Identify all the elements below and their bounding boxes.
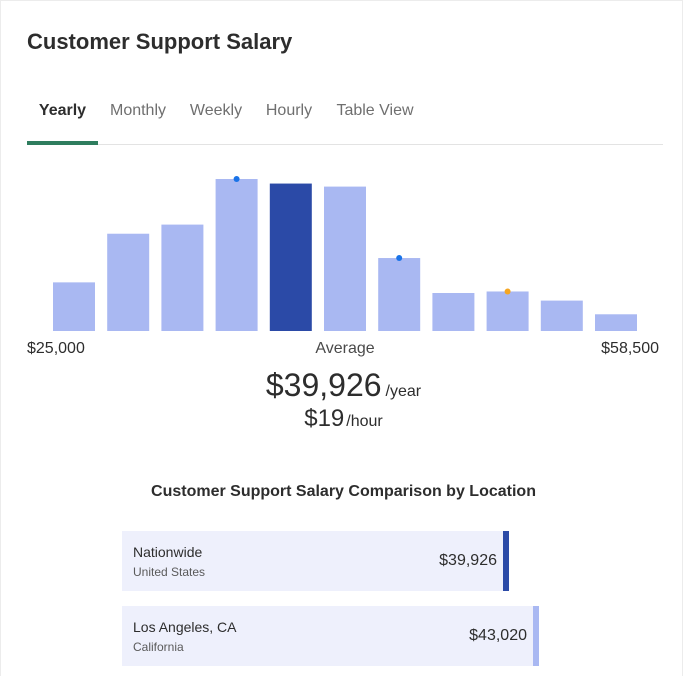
tab-hourly[interactable]: Hourly <box>263 97 315 144</box>
salary-histogram <box>53 176 637 331</box>
yearly-amount: $39,926 <box>265 367 382 403</box>
tab-monthly[interactable]: Monthly <box>107 97 169 144</box>
location-row-los-angeles: Los Angeles, CA California $43,020 <box>122 606 539 666</box>
hourly-unit: /hour <box>346 413 383 430</box>
histogram-bar <box>540 300 583 331</box>
histogram-bar <box>324 186 366 331</box>
tab-weekly-label: Weekly <box>189 102 243 119</box>
tab-monthly-label: Monthly <box>109 102 167 119</box>
tab-hourly-label: Hourly <box>265 102 313 119</box>
location-bar-accent <box>503 531 509 591</box>
location-salary: $43,020 <box>469 627 527 644</box>
location-name: Los Angeles, CA <box>133 619 237 635</box>
histogram-bar <box>378 258 421 331</box>
location-region: United States <box>133 565 206 579</box>
histogram-bar <box>432 293 475 331</box>
hourly-amount: $19 <box>304 405 345 432</box>
location-row-nationwide: Nationwide United States $39,926 <box>122 531 509 591</box>
histogram-marker-dot <box>396 255 403 262</box>
histogram-bar <box>595 314 637 331</box>
histogram-bar <box>53 282 95 331</box>
location-salary: $39,926 <box>439 552 497 569</box>
tab-bar: Yearly Monthly Weekly Hourly Table View <box>27 97 663 145</box>
tab-table-view[interactable]: Table View <box>333 97 417 144</box>
hourly-average: $19/hour <box>1 405 685 433</box>
comparison-title: Customer Support Salary Comparison by Lo… <box>151 483 536 500</box>
histogram-marker-dot <box>504 288 511 295</box>
max-salary-label: $58,500 <box>601 340 659 357</box>
tab-yearly-label: Yearly <box>38 102 87 119</box>
tab-weekly[interactable]: Weekly <box>187 97 245 144</box>
yearly-average: $39,926/year <box>1 367 685 404</box>
histogram-bar <box>486 291 529 331</box>
page-title: Customer Support Salary <box>27 29 293 54</box>
histogram-bar <box>215 179 258 331</box>
histogram-bar-average <box>269 183 312 331</box>
histogram-bar <box>107 233 150 331</box>
tab-table-view-label: Table View <box>336 102 414 119</box>
location-name: Nationwide <box>133 544 203 560</box>
tab-yearly[interactable]: Yearly <box>27 97 98 145</box>
location-region: California <box>133 640 184 654</box>
histogram-marker-dot <box>233 176 240 182</box>
min-salary-label: $25,000 <box>27 340 85 357</box>
yearly-unit: /year <box>385 383 422 400</box>
histogram-bar <box>161 224 204 331</box>
location-bar-accent <box>533 606 539 666</box>
average-label: Average <box>315 340 375 357</box>
